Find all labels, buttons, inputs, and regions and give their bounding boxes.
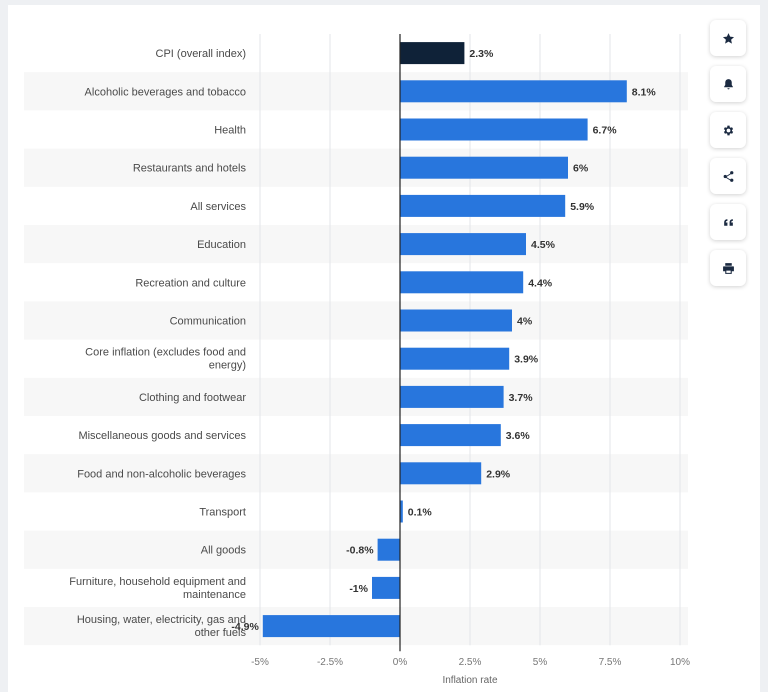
category-label: Core inflation (excludes food and energy) <box>85 347 246 372</box>
bar <box>400 385 504 408</box>
value-label: 8.1% <box>632 86 657 98</box>
x-axis-title: Inflation rate <box>442 675 497 686</box>
category-label: Health <box>214 125 246 137</box>
favorite-button[interactable] <box>710 20 746 56</box>
gear-icon <box>723 125 733 135</box>
value-label: -1% <box>349 583 368 595</box>
value-label: 5.9% <box>570 201 595 213</box>
value-label: 3.9% <box>514 354 539 366</box>
share-icon <box>723 170 733 182</box>
row-stripe <box>24 530 688 569</box>
value-label: -0.8% <box>346 545 374 557</box>
print-icon <box>722 262 734 274</box>
print-button[interactable] <box>710 250 746 286</box>
x-tick-label: 10% <box>670 657 690 668</box>
category-label: CPI (overall index) <box>156 48 246 60</box>
row-stripe <box>24 148 688 187</box>
value-label: 6.7% <box>593 125 618 137</box>
bar <box>400 462 482 485</box>
chart-toolbar <box>710 20 746 286</box>
category-label: Furniture, household equipment and mainte… <box>69 576 246 601</box>
row-stripe <box>24 301 688 340</box>
value-label: 4.5% <box>531 239 556 251</box>
category-label: Housing, water, electricity, gas and othe… <box>77 614 247 639</box>
category-label: Clothing and footwear <box>139 392 246 404</box>
row-stripe <box>24 377 688 416</box>
row-stripe <box>24 225 688 264</box>
category-label: All services <box>190 201 246 213</box>
value-label: 4% <box>517 316 533 328</box>
bar <box>262 615 400 638</box>
bar-chart: CPI (overall index) 2.3% Alcoholic beverag… <box>24 34 690 686</box>
bar <box>400 271 524 294</box>
chart-card: CPI (overall index) 2.3% Alcoholic beverag… <box>8 5 760 692</box>
bar <box>400 118 588 141</box>
share-button[interactable] <box>710 158 746 194</box>
x-tick-label: -2.5% <box>317 657 343 668</box>
bar <box>400 156 568 179</box>
bar <box>400 500 403 523</box>
category-label: Education <box>197 239 246 251</box>
category-label: Restaurants and hotels <box>133 163 247 175</box>
category-label: All goods <box>201 545 247 557</box>
x-tick-label: 2.5% <box>459 657 482 668</box>
x-tick-label: 5% <box>533 657 548 668</box>
bar <box>400 309 512 332</box>
category-label: Miscellaneous goods and services <box>78 430 246 442</box>
bell-icon <box>723 78 733 89</box>
value-label: 3.7% <box>509 392 534 404</box>
value-label: 4.4% <box>528 277 553 289</box>
bar <box>400 347 510 370</box>
settings-button[interactable] <box>710 112 746 148</box>
bar <box>377 538 400 561</box>
bar <box>400 80 627 103</box>
category-label: Communication <box>170 316 246 328</box>
row-stripe <box>24 454 688 493</box>
value-label: 6% <box>573 163 589 175</box>
star-icon <box>722 32 734 44</box>
value-label: 2.3% <box>469 48 494 60</box>
x-tick-label: 7.5% <box>599 657 622 668</box>
category-label: Transport <box>199 507 246 519</box>
value-label: 0.1% <box>408 507 433 519</box>
notification-button[interactable] <box>710 66 746 102</box>
x-tick-label: -5% <box>251 657 269 668</box>
bar <box>372 576 400 599</box>
quote-icon <box>723 218 733 226</box>
cite-button[interactable] <box>710 204 746 240</box>
bar <box>400 424 501 447</box>
value-label: 2.9% <box>486 468 511 480</box>
bar <box>400 42 465 65</box>
value-label: 3.6% <box>506 430 531 442</box>
value-label: -4.9% <box>231 621 259 633</box>
x-tick-label: 0% <box>393 657 408 668</box>
category-label: Alcoholic beverages and tobacco <box>85 86 246 98</box>
bar <box>400 233 526 256</box>
bar <box>400 194 566 217</box>
category-label: Food and non-alcoholic beverages <box>77 468 246 480</box>
category-label: Recreation and culture <box>135 277 246 289</box>
